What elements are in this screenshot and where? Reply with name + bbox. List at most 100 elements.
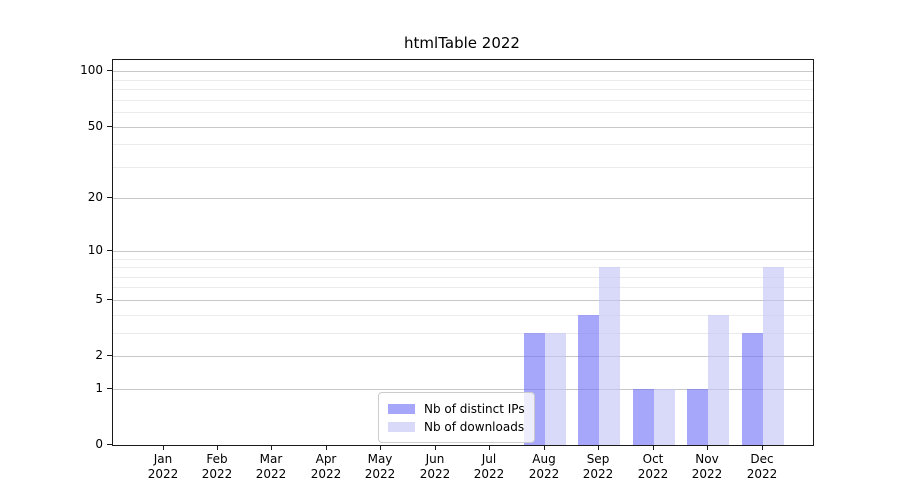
legend: Nb of distinct IPs Nb of downloads — [378, 392, 535, 443]
x-tick-month: Jun — [425, 452, 445, 466]
x-tick-label: Oct 2022 — [625, 452, 681, 482]
x-tick-label: Jul 2022 — [461, 452, 517, 482]
bar-distinct-ips-dec — [742, 333, 763, 445]
minor-gridline — [113, 112, 813, 113]
x-tick-label: Mar 2022 — [243, 452, 299, 482]
y-tick-label: 1 — [95, 381, 103, 395]
y-tick-mark — [107, 126, 112, 127]
minor-gridline — [113, 89, 813, 90]
x-tick-year: 2022 — [528, 467, 560, 481]
x-tick-year: 2022 — [364, 467, 396, 481]
legend-swatch-downloads — [388, 421, 415, 432]
major-gridline — [113, 71, 813, 72]
x-tick-mark — [435, 445, 436, 450]
chart-title: htmlTable 2022 — [404, 34, 520, 52]
major-gridline — [113, 127, 813, 128]
bar-distinct-ips-nov — [687, 389, 708, 445]
x-tick-month: Jul — [481, 452, 497, 466]
minor-gridline — [113, 80, 813, 81]
x-tick-mark — [217, 445, 218, 450]
y-tick-mark — [107, 355, 112, 356]
x-tick-year: 2022 — [255, 467, 287, 481]
y-tick-label: 50 — [87, 119, 103, 133]
x-tick-month: Dec — [750, 452, 774, 466]
x-tick-year: 2022 — [473, 467, 505, 481]
y-tick-mark — [107, 299, 112, 300]
bar-downloads-aug — [545, 333, 566, 445]
x-tick-year: 2022 — [201, 467, 233, 481]
major-gridline — [113, 198, 813, 199]
x-tick-label: Aug 2022 — [516, 452, 572, 482]
major-gridline — [113, 300, 813, 301]
x-tick-mark — [762, 445, 763, 450]
bar-downloads-nov — [708, 315, 729, 445]
x-tick-year: 2022 — [419, 467, 451, 481]
x-tick-label: Feb 2022 — [189, 452, 245, 482]
y-tick-mark — [107, 197, 112, 198]
x-tick-mark — [598, 445, 599, 450]
y-tick-label: 2 — [95, 348, 103, 362]
minor-gridline — [113, 167, 813, 168]
y-tick-label: 10 — [87, 243, 103, 257]
x-tick-label: Sep 2022 — [570, 452, 626, 482]
y-tick-mark — [107, 388, 112, 389]
plot-area: Nb of distinct IPs Nb of downloads — [112, 59, 814, 446]
x-tick-year: 2022 — [582, 467, 614, 481]
minor-gridline — [113, 287, 813, 288]
x-tick-month: Oct — [642, 452, 664, 466]
x-tick-year: 2022 — [691, 467, 723, 481]
bar-distinct-ips-sep — [578, 315, 599, 445]
y-tick-label: 20 — [87, 190, 103, 204]
x-tick-month: Aug — [532, 452, 556, 466]
minor-gridline — [113, 333, 813, 334]
x-tick-label: Nov 2022 — [679, 452, 735, 482]
x-tick-mark — [326, 445, 327, 450]
x-tick-label: Jun 2022 — [407, 452, 463, 482]
legend-label-distinct-ips: Nb of distinct IPs — [424, 401, 525, 416]
major-gridline — [113, 389, 813, 390]
x-tick-label: Dec 2022 — [734, 452, 790, 482]
x-tick-month: Feb — [206, 452, 228, 466]
x-tick-month: Mar — [259, 452, 283, 466]
bar-downloads-sep — [599, 267, 620, 445]
legend-item-downloads: Nb of downloads — [388, 419, 525, 434]
bar-downloads-dec — [763, 267, 784, 445]
y-tick-label: 5 — [95, 292, 103, 306]
bar-downloads-oct — [654, 389, 675, 445]
minor-gridline — [113, 100, 813, 101]
x-tick-year: 2022 — [746, 467, 778, 481]
legend-label-downloads: Nb of downloads — [424, 419, 525, 434]
x-tick-year: 2022 — [147, 467, 179, 481]
x-tick-mark — [271, 445, 272, 450]
x-tick-mark — [707, 445, 708, 450]
minor-gridline — [113, 144, 813, 145]
x-tick-label: May 2022 — [352, 452, 408, 482]
x-tick-mark — [380, 445, 381, 450]
x-tick-month: Nov — [695, 452, 719, 466]
x-tick-year: 2022 — [637, 467, 669, 481]
bar-distinct-ips-oct — [633, 389, 654, 445]
x-tick-mark — [163, 445, 164, 450]
x-tick-month: Apr — [315, 452, 337, 466]
x-tick-mark — [489, 445, 490, 450]
y-tick-mark — [107, 250, 112, 251]
minor-gridline — [113, 267, 813, 268]
y-tick-label: 100 — [80, 63, 103, 77]
x-tick-month: May — [367, 452, 393, 466]
x-tick-mark — [653, 445, 654, 450]
legend-swatch-distinct-ips — [388, 403, 415, 414]
y-tick-mark — [107, 444, 112, 445]
x-tick-mark — [544, 445, 545, 450]
x-tick-label: Apr 2022 — [298, 452, 354, 482]
minor-gridline — [113, 315, 813, 316]
x-tick-month: Jan — [153, 452, 173, 466]
major-gridline — [113, 356, 813, 357]
x-tick-label: Jan 2022 — [135, 452, 191, 482]
minor-gridline — [113, 259, 813, 260]
legend-item-distinct-ips: Nb of distinct IPs — [388, 401, 525, 416]
y-tick-label: 0 — [95, 437, 103, 451]
major-gridline — [113, 251, 813, 252]
minor-gridline — [113, 277, 813, 278]
x-tick-month: Sep — [586, 452, 610, 466]
